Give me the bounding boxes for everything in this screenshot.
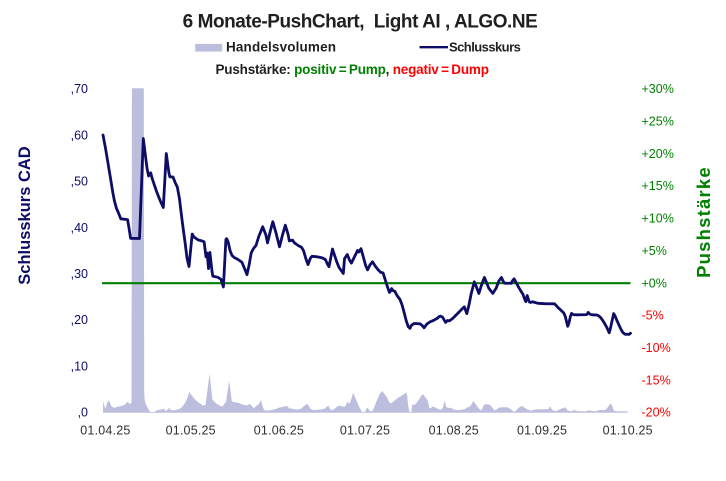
svg-text:,60: ,60: [71, 128, 88, 142]
svg-text:01.08.25: 01.08.25: [429, 423, 479, 437]
svg-text:+15%: +15%: [642, 179, 674, 193]
svg-text:01.04.25: 01.04.25: [80, 423, 130, 437]
svg-text:+30%: +30%: [642, 82, 674, 96]
svg-text:01.07.25: 01.07.25: [340, 423, 390, 437]
svg-text:,40: ,40: [71, 221, 88, 235]
svg-text:-20%: -20%: [642, 406, 671, 420]
svg-text:+25%: +25%: [642, 115, 674, 129]
svg-text:01.05.25: 01.05.25: [166, 423, 216, 437]
svg-text:-10%: -10%: [642, 341, 671, 355]
svg-text:,0: ,0: [78, 406, 88, 420]
svg-text:,70: ,70: [71, 82, 88, 96]
svg-text:+0%: +0%: [642, 276, 667, 290]
svg-text:,30: ,30: [71, 267, 88, 281]
svg-text:Schlusskurs: Schlusskurs: [449, 39, 521, 54]
svg-text:,20: ,20: [71, 313, 88, 327]
svg-text:Pushstärke: Pushstärke: [693, 166, 714, 278]
svg-text:Pushstärke: positiv = Pump, ne: Pushstärke: positiv = Pump, negativ = Du…: [216, 62, 489, 77]
svg-text:+10%: +10%: [642, 212, 674, 226]
svg-text:-5%: -5%: [642, 309, 664, 323]
svg-text:+5%: +5%: [642, 244, 667, 258]
svg-text:Schlusskurs CAD: Schlusskurs CAD: [16, 146, 34, 285]
svg-text:,50: ,50: [71, 175, 88, 189]
svg-text:-15%: -15%: [642, 373, 671, 387]
svg-text:01.09.25: 01.09.25: [517, 423, 567, 437]
svg-text:6 Monate-PushChart, Light AI: 6 Monate-PushChart, Light AI , ALGO.NE: [183, 12, 538, 33]
svg-text:01.10.25: 01.10.25: [603, 423, 653, 437]
svg-text:+20%: +20%: [642, 147, 674, 161]
svg-text:Handelsvolumen: Handelsvolumen: [226, 39, 336, 54]
svg-text:01.06.25: 01.06.25: [254, 423, 304, 437]
svg-text:,10: ,10: [71, 359, 88, 373]
